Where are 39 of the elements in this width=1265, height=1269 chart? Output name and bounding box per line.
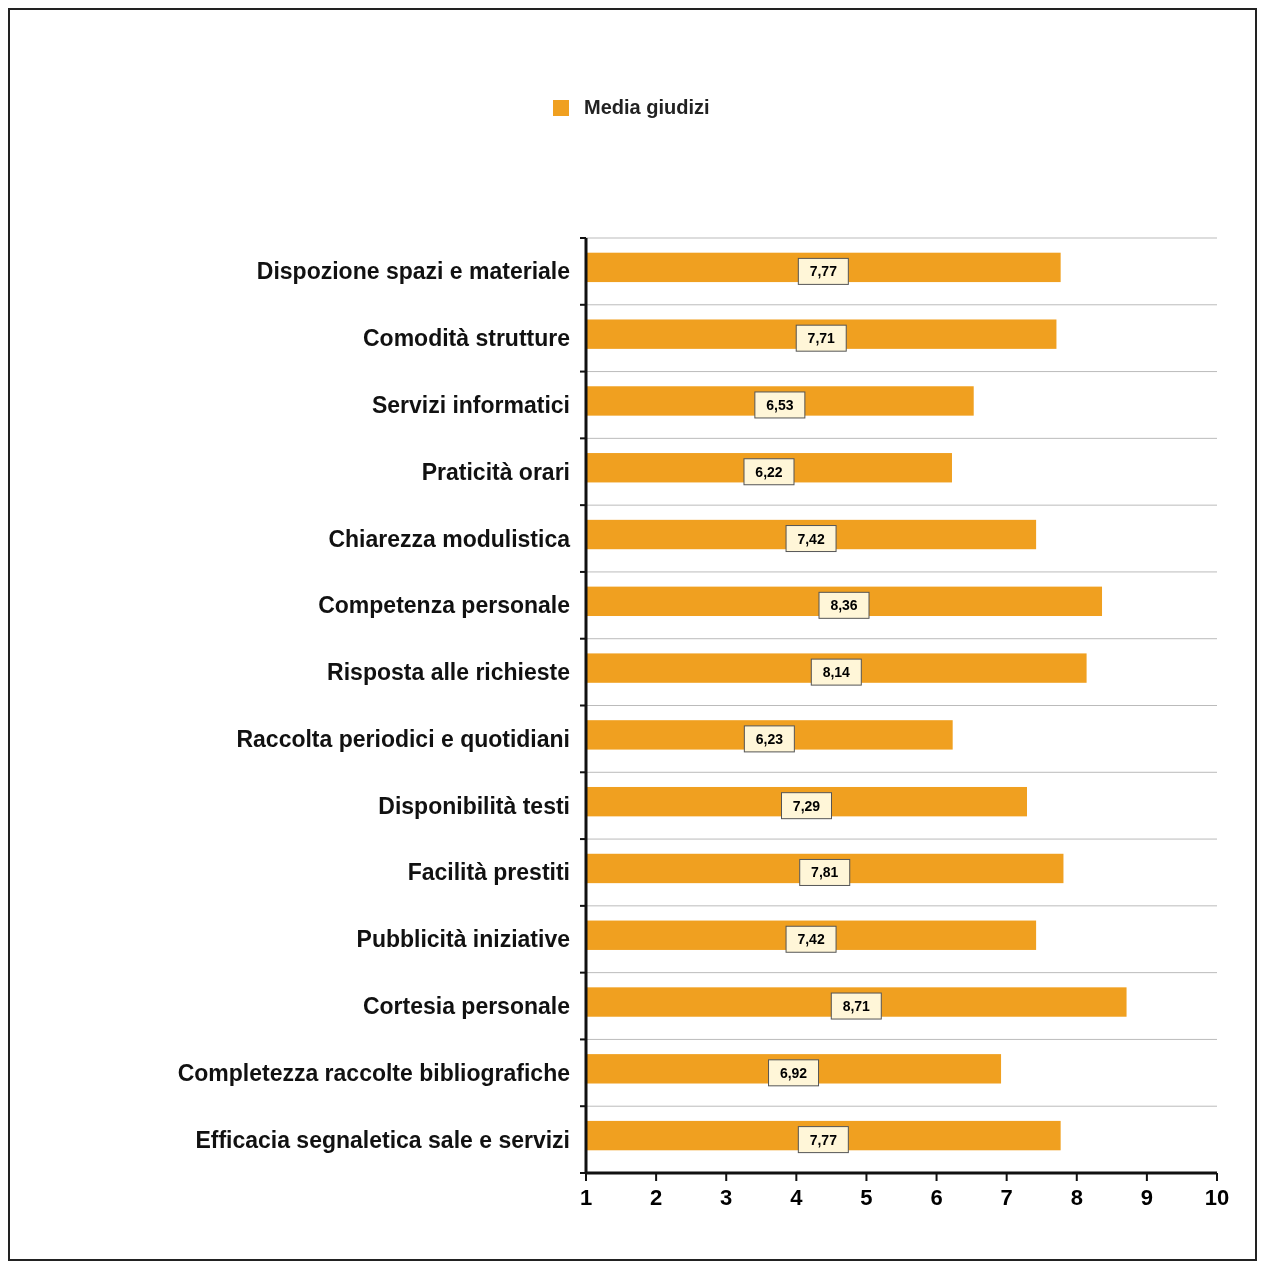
x-tick-label: 1 <box>579 1185 593 1210</box>
y-tick-label: Pubblicità iniziative <box>356 926 570 953</box>
x-tick-label: 2 <box>649 1185 663 1210</box>
x-tick-label: 4 <box>790 1185 804 1210</box>
data-label: 6,22 <box>755 463 783 480</box>
data-label: 8,36 <box>830 597 858 614</box>
y-tick-label: Raccolta periodici e quotidiani <box>236 725 570 752</box>
y-tick-label: Completezza raccolte bibliografiche <box>177 1059 570 1086</box>
y-tick-label: Servizi informatici <box>371 391 570 418</box>
data-label: 6,53 <box>766 396 794 413</box>
x-tick-label: 7 <box>1000 1185 1013 1210</box>
x-tick-label: 5 <box>860 1185 873 1210</box>
y-tick-label: Disponibilità testi <box>378 792 570 819</box>
y-tick-label: Praticità orari <box>421 458 570 485</box>
x-tick-label: 10 <box>1204 1185 1230 1210</box>
data-label: 6,23 <box>755 730 784 747</box>
data-label: 7,42 <box>797 931 825 948</box>
y-tick-label: Chiarezza modulistica <box>328 525 571 552</box>
y-tick-label: Competenza personale <box>318 592 570 619</box>
y-tick-label: Risposta alle richieste <box>327 659 570 686</box>
data-label: 7,77 <box>809 1131 838 1148</box>
data-label: 7,71 <box>807 330 836 347</box>
y-tick-label: Facilità prestiti <box>407 859 570 886</box>
data-label: 7,29 <box>792 797 821 814</box>
x-tick-label: 6 <box>930 1185 943 1210</box>
x-tick-label: 9 <box>1140 1185 1154 1210</box>
data-label: 7,42 <box>797 530 825 547</box>
data-label: 7,81 <box>811 864 839 881</box>
x-tick-label: 8 <box>1070 1185 1083 1210</box>
y-tick-label: Comodità strutture <box>363 325 570 352</box>
data-label: 8,71 <box>842 998 871 1015</box>
data-label: 8,14 <box>822 664 851 681</box>
data-label: 7,77 <box>809 263 838 280</box>
legend-label: Media giudizi <box>584 96 710 118</box>
y-tick-label: Cortesia personale <box>362 993 570 1020</box>
x-tick-label: 3 <box>720 1185 733 1210</box>
data-label: 6,92 <box>779 1064 808 1081</box>
y-tick-label: Efficacia segnaletica sale e servizi <box>195 1126 570 1153</box>
y-tick-label: Dispozione spazi e materiale <box>256 258 570 285</box>
